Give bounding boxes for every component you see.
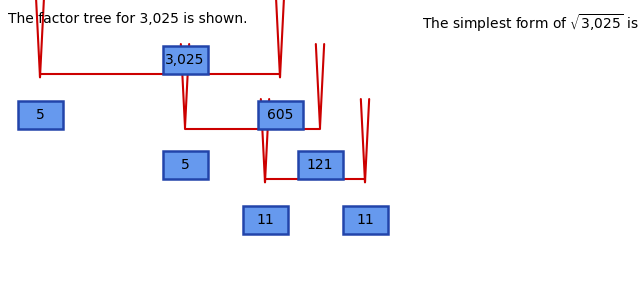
Text: 5: 5 [36, 108, 44, 122]
Text: 3,025: 3,025 [166, 53, 204, 67]
FancyBboxPatch shape [298, 151, 343, 179]
FancyBboxPatch shape [343, 206, 387, 234]
Text: The simplest form of $\sqrt{3{,}025}$ is: The simplest form of $\sqrt{3{,}025}$ is [422, 12, 638, 34]
FancyBboxPatch shape [17, 101, 63, 129]
FancyBboxPatch shape [162, 46, 208, 74]
FancyBboxPatch shape [242, 206, 288, 234]
Text: 605: 605 [267, 108, 293, 122]
Text: The factor tree for 3,025 is shown.: The factor tree for 3,025 is shown. [8, 12, 247, 26]
Text: 121: 121 [307, 158, 334, 172]
Text: 11: 11 [356, 213, 374, 227]
FancyBboxPatch shape [162, 151, 208, 179]
FancyBboxPatch shape [258, 101, 302, 129]
Text: 11: 11 [256, 213, 274, 227]
Text: 5: 5 [181, 158, 189, 172]
